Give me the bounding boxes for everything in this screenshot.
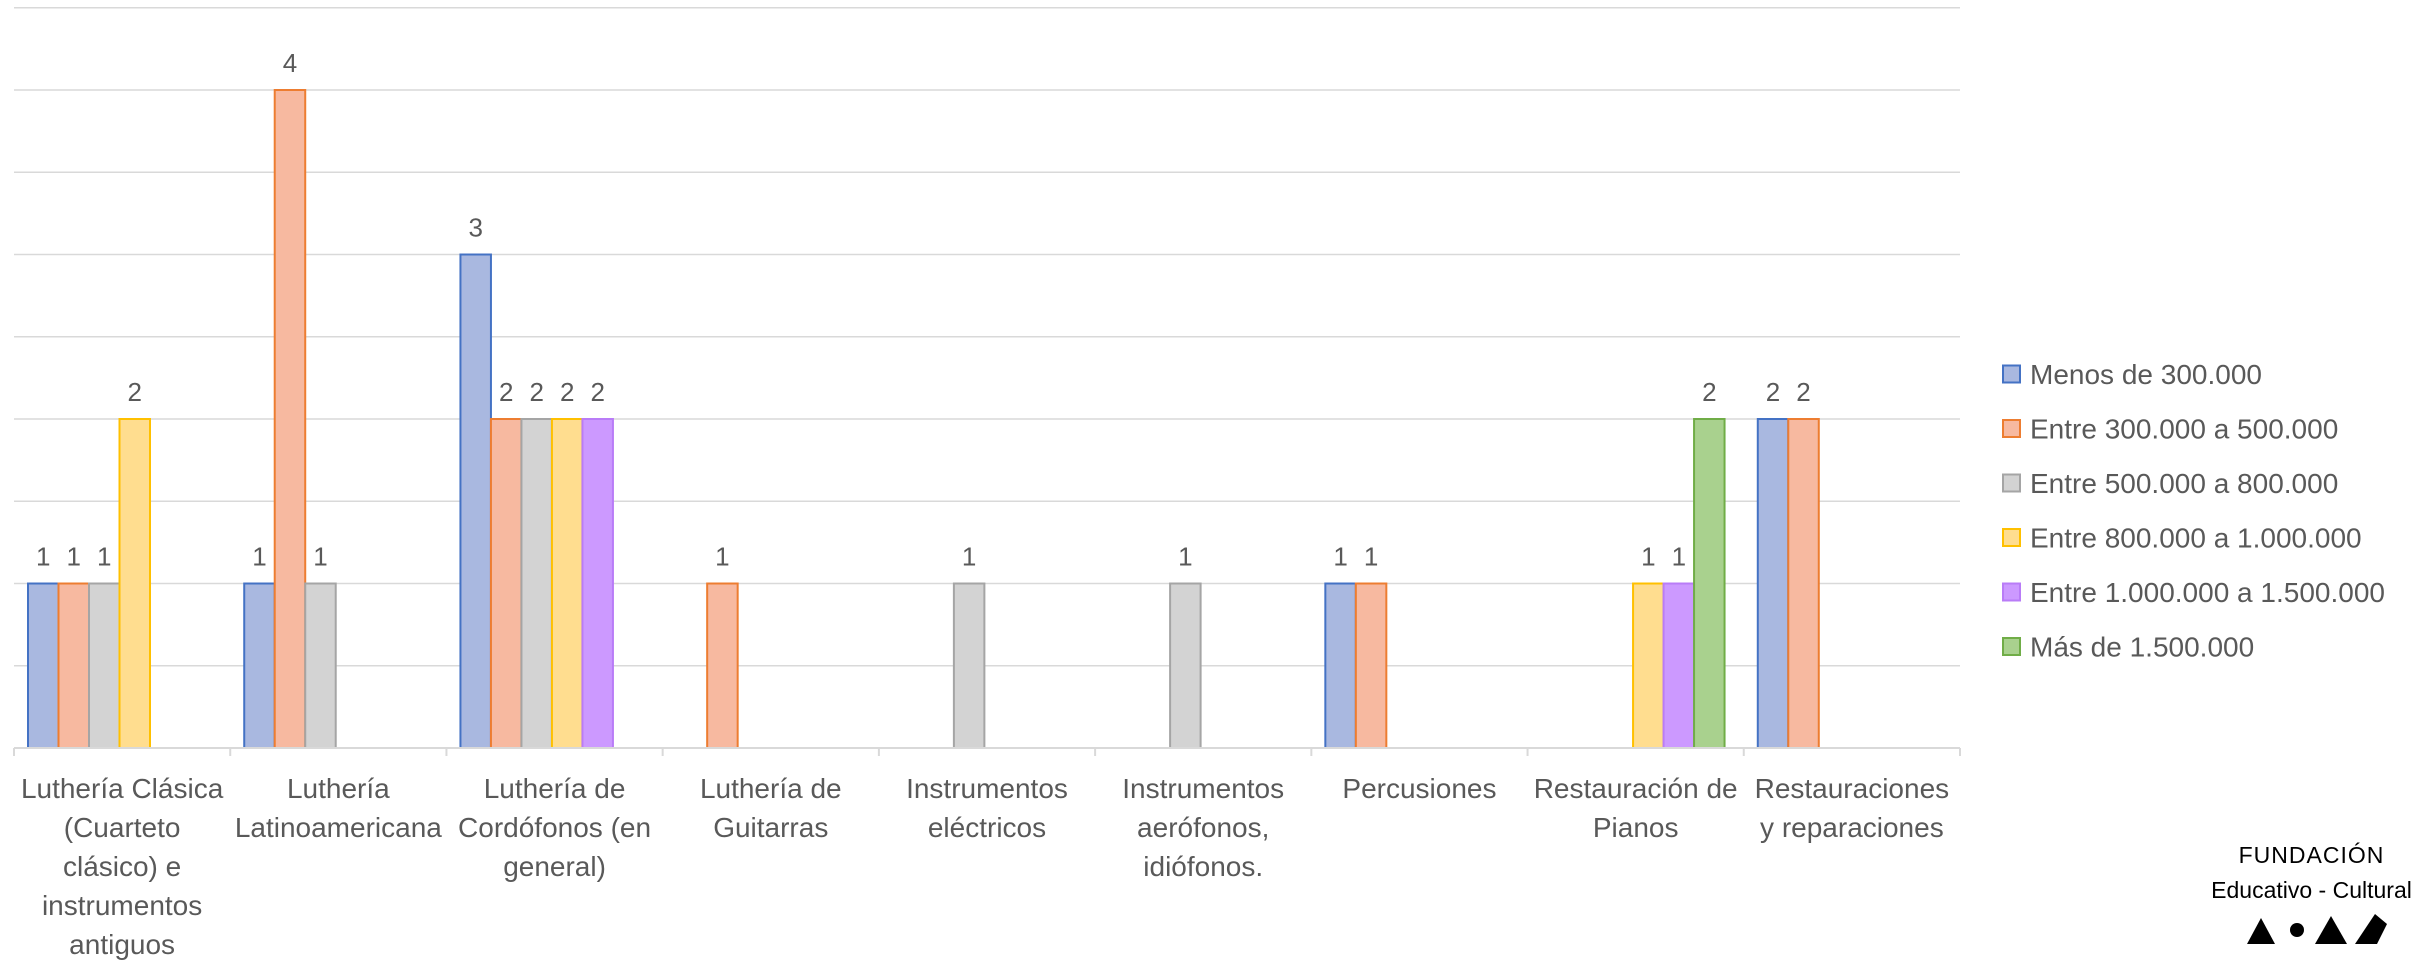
legend-label: Entre 300.000 a 500.000 — [2030, 414, 2338, 445]
data-label: 1 — [715, 542, 729, 572]
data-label: 1 — [252, 542, 266, 572]
foundation-logo: FUNDACIÓN Educativo - Cultural — [2200, 842, 2423, 960]
x-tick-label: Luthería Latinoamericana — [235, 773, 442, 843]
x-tick-label-line: Guitarras — [713, 812, 828, 843]
bar — [304, 582, 337, 749]
data-label: 1 — [36, 542, 50, 572]
x-tick-label: Instrumentos eléctricos — [906, 773, 1068, 843]
bar — [489, 418, 523, 749]
data-label: 1 — [1364, 542, 1378, 572]
x-tick-label-line: Instrumentos — [1122, 773, 1284, 804]
data-label: 4 — [283, 48, 297, 78]
bar — [459, 253, 492, 749]
bar — [118, 418, 151, 749]
x-tick-label-line: general) — [503, 851, 606, 882]
x-tick-label-line: Instrumentos — [906, 773, 1068, 804]
x-tick-label-line: Luthería de — [700, 773, 842, 804]
x-tick-label-line: Latinoamericana — [235, 812, 442, 843]
legend-swatch — [2002, 528, 2021, 547]
data-label: 1 — [962, 542, 976, 572]
bars — [27, 89, 1820, 749]
bar — [1787, 418, 1820, 749]
data-label: 2 — [1796, 377, 1810, 407]
data-label: 1 — [1672, 542, 1686, 572]
x-tick-label: Instrumentos aerófonos, idiófonos. — [1122, 773, 1284, 882]
x-tick-label-line: idiófonos. — [1143, 851, 1263, 882]
bar — [1662, 582, 1696, 749]
data-label: 1 — [67, 542, 81, 572]
data-label: 1 — [1333, 542, 1347, 572]
legend-swatch — [2002, 473, 2021, 493]
x-tick-labels: Luthería Clásica (Cuarteto clásico) e instr… — [21, 773, 1949, 960]
x-tick-label-line: Luthería de — [484, 773, 626, 804]
data-label: 3 — [468, 213, 482, 243]
data-label: 1 — [1641, 542, 1655, 572]
logo-line-2: Educativo - Cultural — [2211, 877, 2412, 903]
bar — [706, 582, 739, 749]
data-label: 2 — [128, 377, 142, 407]
x-tick-label: Luthería Clásica (Cuarteto clásico) e instr… — [21, 773, 224, 960]
x-axis — [13, 747, 1961, 756]
x-tick-label-line: Luthería — [287, 773, 390, 804]
bar — [57, 582, 90, 749]
bar — [1354, 582, 1388, 749]
x-tick-label: Restauraciones y reparaciones — [1755, 773, 1950, 843]
bar — [1169, 582, 1202, 749]
x-tick-label-line: aerófonos, — [1137, 812, 1269, 843]
x-tick-label: Luthería de Guitarras — [700, 773, 842, 843]
bar — [581, 418, 614, 749]
x-tick-label-line: Restauración de — [1534, 773, 1738, 804]
legend-swatch — [2002, 419, 2021, 438]
x-tick-label-line: clásico) e — [63, 851, 181, 882]
gridlines — [14, 7, 1960, 667]
data-label: 1 — [313, 542, 327, 572]
data-label: 2 — [1702, 377, 1716, 407]
data-label: 1 — [97, 542, 111, 572]
bar — [520, 418, 553, 749]
data-label: 2 — [499, 377, 513, 407]
legend-label: Entre 1.000.000 a 1.500.000 — [2030, 577, 2385, 608]
x-tick-label: Restauración de Pianos — [1534, 773, 1738, 843]
x-tick-label-line: (Cuarteto — [64, 812, 181, 843]
legend-swatch — [2002, 364, 2021, 384]
bar — [27, 582, 60, 749]
data-label: 2 — [560, 377, 574, 407]
bar — [550, 418, 584, 749]
x-tick-label-line: Cordófonos (en — [458, 812, 651, 843]
x-tick-label-line: Restauraciones — [1755, 773, 1950, 804]
legend-label: Más de 1.500.000 — [2030, 632, 2254, 663]
bar — [1324, 582, 1357, 749]
data-label: 2 — [590, 377, 604, 407]
logo-emblem-icon — [2246, 914, 2387, 944]
legend-swatch — [2002, 582, 2021, 602]
bar — [1632, 582, 1665, 749]
bar — [88, 582, 121, 749]
legend-label: Entre 500.000 a 800.000 — [2030, 468, 2338, 499]
bar — [1693, 418, 1726, 749]
x-tick-label-line: y reparaciones — [1760, 812, 1944, 843]
x-tick-label-line: Pianos — [1593, 812, 1679, 843]
x-tick-label-line: instrumentos — [42, 890, 202, 921]
x-tick-label-line: Percusiones — [1342, 773, 1496, 804]
x-tick-label-line: antiguos — [69, 929, 175, 960]
legend-swatch — [2002, 637, 2021, 656]
legend-label: Entre 800.000 a 1.000.000 — [2030, 523, 2362, 554]
x-tick-label: Luthería de Cordófonos (en general) — [458, 773, 651, 882]
x-tick-label-line: eléctricos — [928, 812, 1046, 843]
legend: Menos de 300.000 Entre 300.000 a 500.000 E… — [2002, 359, 2385, 663]
data-label: 2 — [1766, 377, 1780, 407]
data-label: 2 — [529, 377, 543, 407]
x-tick-label: Percusiones — [1342, 773, 1496, 804]
bar — [273, 89, 307, 749]
bar — [952, 582, 986, 749]
data-label: 1 — [1178, 542, 1192, 572]
x-tick-label-line: Luthería Clásica — [21, 773, 224, 804]
bar — [1756, 418, 1790, 749]
legend-label: Menos de 300.000 — [2030, 359, 2262, 390]
logo-line-1: FUNDACIÓN — [2238, 842, 2385, 868]
bar — [243, 582, 276, 749]
